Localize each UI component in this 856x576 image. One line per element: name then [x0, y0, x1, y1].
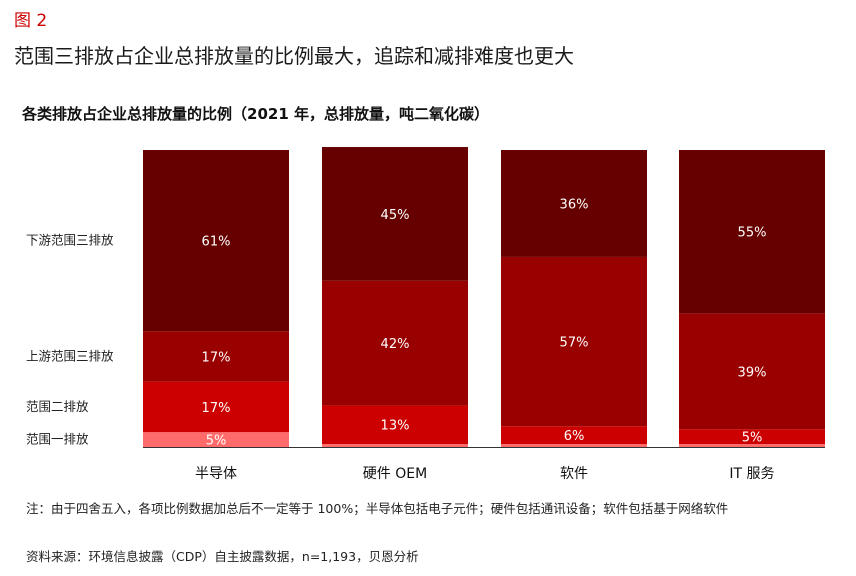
bar-segment: [679, 313, 825, 430]
data-label: 17%: [202, 350, 231, 365]
source-note: 资料来源：环境信息披露（CDP）自主披露数据，n=1,193，贝恩分析: [26, 549, 419, 564]
bar-segment: [143, 432, 289, 447]
data-label: 36%: [560, 197, 589, 212]
data-label: 39%: [738, 365, 767, 380]
bar-segment: [322, 405, 468, 445]
bar-segment: [322, 147, 468, 281]
data-label: 42%: [381, 337, 410, 352]
bar-segment: [322, 444, 468, 447]
category-label: IT 服务: [729, 466, 774, 482]
category-label: 半导体: [195, 466, 237, 482]
bar-segment: [143, 331, 289, 382]
bar-segment: [679, 444, 825, 447]
series-legend-label: 范围一排放: [26, 432, 89, 447]
data-label: 5%: [742, 431, 763, 446]
bar-segment: [322, 280, 468, 406]
category-label: 硬件 OEM: [363, 466, 427, 482]
bar-segment: [501, 256, 647, 427]
series-legend-label: 下游范围三排放: [26, 233, 114, 248]
main-title: 范围三排放占企业总排放量的比例最大，追踪和减排难度也更大: [14, 44, 574, 68]
data-label: 55%: [738, 226, 767, 241]
bar-segment: [501, 426, 647, 445]
data-label: 45%: [381, 208, 410, 223]
bar-segment: [501, 150, 647, 257]
stacked-bar-chart: 5% 17% 17% 61% 半导体 13% 42% 45% 硬件 OEM 6% 57% 36% 软件 5…: [26, 147, 825, 482]
chart-title: 各类排放占企业总排放量的比例（2021 年，总排放量，吨二氧化碳）: [22, 105, 489, 123]
series-legend-label: 上游范围三排放: [26, 348, 114, 363]
data-label: 13%: [381, 419, 410, 434]
data-label: 17%: [202, 401, 231, 416]
category-label: 软件: [560, 466, 588, 482]
bar-segment: [143, 150, 289, 332]
data-label: 6%: [564, 429, 585, 444]
bar-segment: [501, 444, 647, 447]
footnote: 注：由于四舍五入，各项比例数据加总后不一定等于 100%；半导体包括电子元件；硬…: [26, 501, 729, 516]
bar-segment: [679, 429, 825, 445]
series-legend-label: 范围二排放: [26, 399, 89, 414]
bar-segment: [143, 381, 289, 433]
data-label: 61%: [202, 235, 231, 250]
data-label: 5%: [206, 434, 227, 449]
bar-segment: [679, 150, 825, 314]
data-label: 57%: [560, 336, 589, 351]
figure-label: 图 2: [14, 11, 48, 31]
